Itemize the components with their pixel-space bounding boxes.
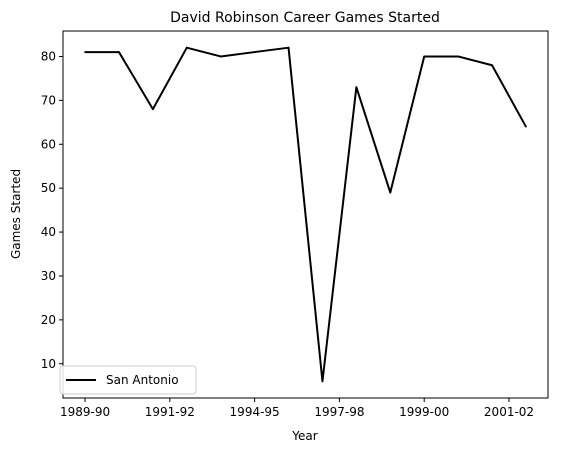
y-tick-label: 30 — [41, 269, 56, 283]
data-point — [491, 64, 493, 67]
x-tick-label: 1997-98 — [314, 405, 364, 419]
x-tick-label: 1991-92 — [145, 405, 195, 419]
x-tick-label: 1994-95 — [230, 405, 280, 419]
x-axis: 1989-90 1991-92 1994-95 1997-98 1999-00 2001-… — [60, 398, 534, 419]
y-tick-label: 20 — [41, 313, 56, 327]
data-point — [152, 108, 154, 110]
y-tick-label: 70 — [41, 93, 56, 107]
y-axis: 10 20 30 40 50 60 70 80 — [41, 49, 63, 371]
legend-box — [59, 365, 197, 395]
y-tick-label: 60 — [41, 137, 56, 151]
chart-title: David Robinson Career Games Started — [170, 10, 440, 26]
data-point — [525, 125, 527, 128]
series-layer — [84, 46, 527, 383]
y-axis-label: Games Started — [9, 169, 23, 259]
data-point — [84, 51, 86, 53]
data-point — [321, 380, 324, 383]
y-tick-label: 40 — [41, 225, 56, 239]
data-point — [423, 55, 426, 58]
y-tick-label: 50 — [41, 181, 56, 195]
y-tick-label: 10 — [41, 357, 56, 371]
series-line-0 — [85, 46, 527, 383]
data-point — [118, 51, 120, 53]
legend: San Antonio — [59, 365, 197, 395]
x-tick-label: 1999-00 — [399, 405, 449, 419]
x-tick-label: 1989-90 — [60, 405, 110, 419]
legend-label: San Antonio — [106, 373, 179, 387]
x-axis-label: Year — [291, 429, 317, 443]
data-point — [355, 86, 358, 88]
data-point — [287, 46, 290, 49]
data-point — [457, 55, 459, 58]
data-point — [185, 46, 188, 49]
y-tick-label: 80 — [41, 49, 56, 63]
data-point — [253, 51, 256, 53]
x-tick-label: 2001-02 — [484, 405, 534, 419]
data-point — [219, 55, 222, 58]
plot-area-frame — [62, 30, 549, 399]
data-point — [389, 191, 392, 194]
